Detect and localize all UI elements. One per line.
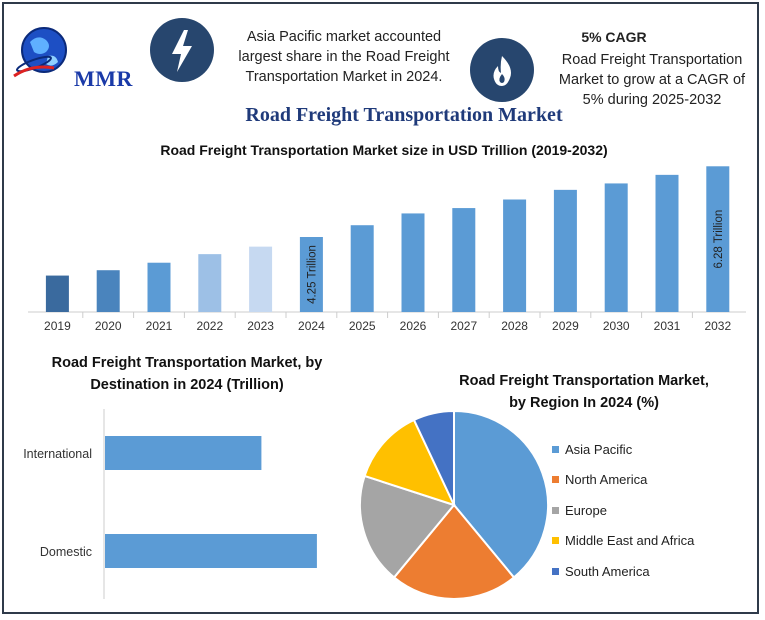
x-tick-label: 2027 (450, 319, 477, 333)
legend-swatch (552, 476, 559, 484)
bar-2023 (249, 246, 273, 312)
region-title-line-2: by Region In 2024 (%) (509, 395, 659, 411)
destination-bar-chart: International Domestic (23, 409, 317, 599)
x-tick-label: 2031 (654, 319, 681, 333)
bar-2032 (706, 166, 730, 312)
x-tick-label: 2032 (704, 319, 731, 333)
pie-slice-europe (359, 474, 456, 579)
legend-item: Europe (552, 495, 694, 526)
region-pie-chart (359, 409, 549, 600)
infographic-frame: MMR Asia Pacific market accounted larges… (2, 2, 759, 614)
x-tick-label: 2028 (501, 319, 528, 333)
destination-title-line-2: Destination in 2024 (Trillion) (90, 377, 284, 393)
legend-label: Europe (565, 502, 607, 518)
legend-item: South America (552, 556, 694, 587)
x-tick-label: 2019 (44, 319, 71, 333)
x-tick-label: 2022 (196, 319, 223, 333)
legend-item: North America (552, 465, 694, 496)
info2-line-3: 5% during 2025-2032 (582, 92, 722, 108)
bar-2027 (452, 208, 476, 312)
main-title: Road Freight Transportation Market (245, 104, 563, 126)
legend-swatch (552, 537, 559, 545)
bar-2026 (401, 213, 425, 312)
lightning-icon (150, 18, 214, 82)
legend-label: Asia Pacific (565, 441, 633, 457)
info1-line-2: largest share in the Road Freight (238, 49, 450, 65)
globe-icon (13, 27, 67, 78)
legend-swatch (552, 506, 559, 514)
legend-item: Middle East and Africa (552, 526, 694, 557)
destination-chart-title: Road Freight Transportation Market, by D… (22, 352, 352, 396)
info1-line-3: Transportation Market in 2024. (245, 69, 443, 85)
x-tick-label: 2023 (247, 319, 274, 333)
destination-title-line-1: Road Freight Transportation Market, by (51, 355, 323, 371)
info2-line-2: Market to grow at a CAGR of (558, 72, 746, 88)
bar-2025 (350, 225, 374, 312)
legend-swatch (552, 445, 559, 453)
y-tick-label: Domestic (40, 545, 92, 559)
bar-chart-title: Road Freight Transportation Market size … (160, 142, 608, 158)
info1-line-1: Asia Pacific market accounted (246, 29, 442, 45)
bar-2031 (655, 174, 679, 312)
pie-slice-asia-pacific (453, 409, 549, 579)
logo: MMR (12, 20, 144, 91)
pie-slice-middle-east-and-africa (363, 418, 456, 507)
x-tick-label: 2029 (552, 319, 579, 333)
pie-slice-south-america (412, 409, 455, 506)
pie-slice-north-america (392, 503, 516, 600)
flame-icon (470, 38, 534, 102)
region-title-line-1: Road Freight Transportation Market, (459, 373, 709, 389)
legend-item: Asia Pacific (552, 434, 694, 465)
market-size-bar-chart: 2019 2020 2021 2022 2023 2024 2025 2026 2027 2028… (28, 166, 746, 333)
bar-2030 (604, 183, 628, 312)
bar-2020 (96, 270, 120, 312)
legend-label: South America (565, 563, 650, 579)
x-tick-label: 2021 (146, 319, 173, 333)
pie-legend: Asia Pacific North America Europe Middle Ea… (552, 434, 694, 587)
y-tick-label: International (23, 447, 92, 461)
bar-annotation: 4.25 Trillion (306, 245, 318, 304)
legend-label: North America (565, 472, 648, 488)
cagr-title: 5% CAGR (581, 29, 647, 45)
bar-2022 (198, 254, 222, 312)
legend-swatch (552, 567, 559, 575)
x-tick-label: 2030 (603, 319, 630, 333)
x-tick-label: 2026 (400, 319, 427, 333)
bar-2028 (503, 199, 527, 312)
region-chart-title: Road Freight Transportation Market, by R… (419, 370, 749, 414)
x-tick-label: 2020 (95, 319, 122, 333)
legend-label: Middle East and Africa (565, 533, 695, 549)
bar-2024 (299, 237, 323, 312)
info-text-asia: Asia Pacific market accounted largest sh… (226, 27, 462, 87)
info-text-cagr: Road Freight Transportation Market to gr… (545, 50, 759, 110)
bar-annotation: 6.28 Trillion (713, 210, 725, 269)
bar-international (105, 436, 262, 470)
bar-2021 (147, 262, 171, 312)
bar-2019 (45, 275, 69, 312)
x-tick-label: 2024 (298, 319, 325, 333)
bar-domestic (105, 534, 317, 568)
bar-2029 (553, 189, 577, 312)
logo-text: MMR (74, 66, 133, 91)
x-tick-label: 2025 (349, 319, 376, 333)
info2-line-1: Road Freight Transportation (561, 52, 743, 68)
